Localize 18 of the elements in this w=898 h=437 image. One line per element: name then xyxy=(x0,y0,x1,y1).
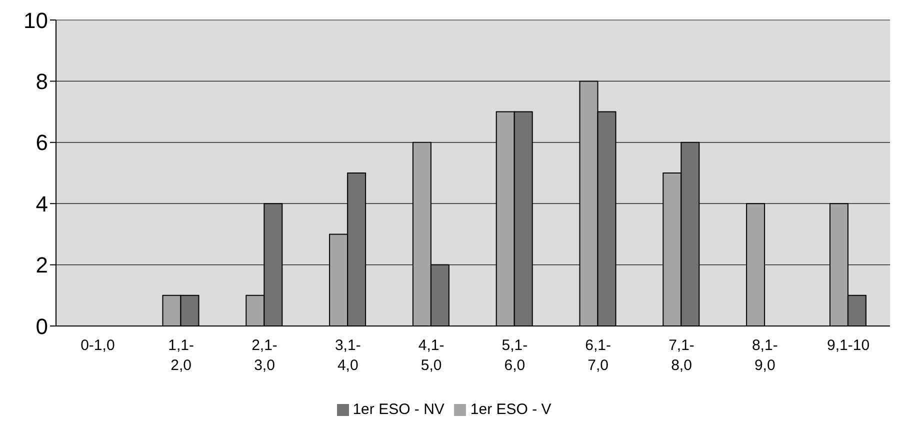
legend-label: 1er ESO - V xyxy=(470,401,552,418)
x-tick-label: 5,1-6,0 xyxy=(502,337,528,374)
y-tick-label: 6 xyxy=(36,130,48,156)
x-tick-label: 6,1-7,0 xyxy=(585,337,612,374)
y-tick-label: 8 xyxy=(36,69,48,94)
x-tick-label: 0-1,0 xyxy=(80,337,115,354)
y-tick-label: 4 xyxy=(36,191,48,216)
x-tick-label: 1,1-2,0 xyxy=(168,337,194,374)
y-tick-label: 0 xyxy=(36,314,48,339)
x-tick-label: 7,1-8,0 xyxy=(668,337,694,374)
x-tick-label: 3,1-4,0 xyxy=(334,337,361,374)
y-tick-label: 10 xyxy=(24,8,48,33)
x-tick-label: 9,1-10 xyxy=(827,337,870,354)
legend-label: 1er ESO - NV xyxy=(352,401,444,418)
x-tick-label: 8,1-9,0 xyxy=(752,337,778,374)
x-tick-label: 2,1-3,0 xyxy=(252,337,278,374)
y-tick-label: 2 xyxy=(36,252,48,278)
x-tick-label: 4,1-5,0 xyxy=(418,337,444,374)
